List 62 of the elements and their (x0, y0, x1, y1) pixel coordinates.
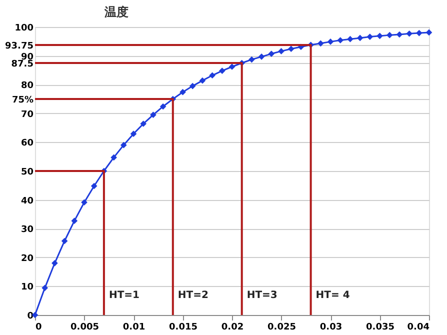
point (81, 199, 88, 206)
annotation: HT= 4 (316, 290, 350, 301)
y-tick-label: 100 (14, 24, 34, 34)
y-tick-label: 60 (20, 138, 34, 149)
point (356, 34, 364, 42)
x-tick-label: 0.01 (122, 322, 146, 332)
point (406, 30, 412, 37)
y-tick-label: 40 (20, 196, 34, 206)
y-tick-label: 80 (20, 81, 34, 92)
point (258, 54, 265, 60)
point (61, 238, 68, 244)
point (42, 284, 48, 292)
x-tick-label: 0.025 (268, 322, 296, 332)
x-tick-label: 0.03 (320, 322, 342, 332)
x-tick-label: 0 (36, 322, 42, 332)
y-tick-label: 87.5 (11, 60, 34, 70)
annotation: HT=2 (178, 290, 208, 301)
point (52, 260, 58, 266)
point (160, 103, 166, 110)
point (416, 30, 422, 36)
point (130, 130, 137, 138)
point (396, 31, 403, 38)
annotation: HT=1 (108, 290, 140, 301)
y-tick-label: 70 (20, 110, 34, 120)
point (199, 77, 206, 84)
point (268, 50, 275, 57)
point (140, 120, 147, 127)
y-tick-label: 30 (20, 225, 34, 236)
y-tick-label: 0 (27, 312, 34, 322)
point (150, 112, 156, 118)
point (110, 154, 117, 161)
point (180, 88, 186, 96)
y-tick-label: 50 (20, 168, 34, 178)
point (218, 68, 226, 74)
point (327, 38, 334, 45)
x-tick-label: 0.035 (366, 322, 394, 332)
y-tick-label: 75% (12, 96, 34, 106)
point (228, 64, 236, 70)
y-tick-label: 93.75 (5, 42, 34, 52)
point (278, 48, 284, 54)
x-tick-label: 0.015 (169, 322, 198, 332)
y-tick-label: 20 (20, 254, 34, 264)
chart-title: 温度 (104, 5, 129, 19)
point (366, 34, 374, 40)
y-tick-label: 10 (20, 282, 34, 293)
point (71, 218, 78, 224)
point (120, 142, 127, 148)
point (386, 32, 393, 38)
point (376, 32, 383, 40)
point (347, 36, 354, 42)
point (189, 82, 196, 90)
point (337, 37, 344, 44)
point (317, 40, 324, 47)
x-tick-label: 0.005 (70, 322, 99, 332)
point (288, 46, 294, 52)
x-tick-label: 0.04 (407, 322, 430, 332)
point (90, 182, 98, 190)
x-tick-label: 0.02 (221, 322, 244, 332)
point (209, 72, 216, 79)
point (248, 56, 255, 63)
point (426, 29, 432, 36)
annotation: HT=3 (246, 290, 278, 301)
